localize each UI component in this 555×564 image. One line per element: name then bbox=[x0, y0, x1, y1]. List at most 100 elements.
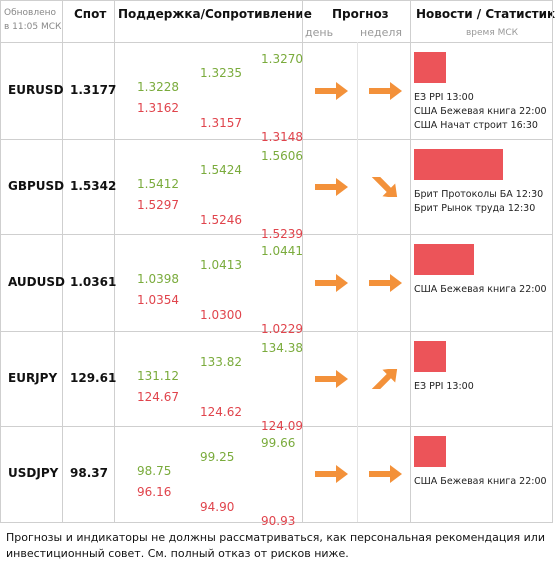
news-bar bbox=[414, 436, 446, 467]
support: 1.5246 bbox=[200, 213, 242, 227]
spot: 129.61 bbox=[70, 370, 117, 385]
support: 96.16 bbox=[137, 485, 172, 499]
news-header: Новости / Статистика bbox=[416, 7, 555, 21]
spot-header: Спот bbox=[74, 7, 107, 21]
resistance: 1.5606 bbox=[261, 149, 303, 163]
support: 90.93 bbox=[261, 514, 296, 528]
day-header: день bbox=[305, 26, 334, 39]
news-item: ЕЗ PPI 13:00 bbox=[414, 381, 474, 392]
h-line bbox=[0, 234, 553, 235]
arrow-shape bbox=[371, 367, 398, 393]
news-item: США Бежевая книга 22:00 bbox=[414, 106, 547, 117]
disclaimer: Прогнозы и индикаторы не должны рассматр… bbox=[6, 531, 545, 560]
arrow-icon bbox=[315, 177, 348, 196]
resistance: 1.3270 bbox=[261, 52, 303, 66]
forecast-arrow bbox=[368, 172, 404, 198]
resistance: 1.0441 bbox=[261, 244, 303, 258]
arrow-icon bbox=[369, 273, 402, 292]
week-header: неделя bbox=[360, 26, 402, 39]
v-line bbox=[0, 0, 1, 522]
arrow-icon bbox=[315, 465, 348, 483]
support: 1.3157 bbox=[200, 116, 242, 130]
arrow-shape bbox=[369, 273, 402, 292]
resistance: 98.75 bbox=[137, 464, 172, 478]
resistance: 133.82 bbox=[200, 355, 242, 369]
forecast-arrow bbox=[314, 177, 350, 197]
forecast-arrow bbox=[368, 367, 404, 393]
support: 1.0300 bbox=[200, 308, 242, 322]
spot: 1.0361 bbox=[70, 274, 117, 289]
support: 1.0354 bbox=[137, 293, 179, 307]
support: 1.3148 bbox=[261, 130, 303, 144]
news-bar bbox=[414, 52, 446, 83]
levels-header: Поддержка/Сопротивление bbox=[118, 7, 312, 21]
news-bar bbox=[414, 341, 446, 372]
h-line bbox=[0, 0, 553, 1]
arrow-icon bbox=[371, 367, 398, 393]
v-line bbox=[410, 0, 411, 522]
spot: 1.5342 bbox=[70, 178, 117, 193]
arrow-icon bbox=[315, 81, 348, 100]
arrow-icon bbox=[369, 81, 402, 100]
resistance: 1.5412 bbox=[137, 177, 179, 191]
arrow-shape bbox=[369, 465, 402, 483]
resistance: 99.25 bbox=[200, 450, 235, 464]
arrow-shape bbox=[315, 273, 348, 292]
updated: Обновлено в 11:05 МСК bbox=[4, 8, 62, 32]
v-line bbox=[357, 42, 358, 522]
resistance: 1.0398 bbox=[137, 272, 179, 286]
resistance: 1.3235 bbox=[200, 66, 242, 80]
pair: EURJPY bbox=[8, 370, 58, 385]
news-item: США Начат строит 16:30 bbox=[414, 120, 538, 131]
arrow-icon bbox=[315, 273, 348, 292]
h-line bbox=[0, 331, 553, 332]
arrow-shape bbox=[315, 177, 348, 196]
news-time-header: время МСК bbox=[466, 28, 519, 38]
support: 1.5239 bbox=[261, 227, 303, 241]
arrow-shape bbox=[315, 465, 348, 483]
news-item: Брит Протоколы БА 12:30 bbox=[414, 189, 544, 200]
news-item: ЕЗ PPI 13:00 bbox=[414, 92, 474, 103]
v-line bbox=[62, 0, 63, 522]
spot: 1.3177 bbox=[70, 82, 117, 97]
arrow-shape bbox=[369, 81, 402, 100]
resistance: 1.3228 bbox=[137, 80, 179, 94]
forecast-arrow bbox=[368, 273, 404, 293]
forecast-arrow bbox=[314, 273, 350, 293]
arrow-shape bbox=[315, 369, 348, 388]
resistance: 1.0413 bbox=[200, 258, 242, 272]
resistance: 131.12 bbox=[137, 369, 179, 383]
pair: EURUSD bbox=[8, 82, 64, 97]
support: 1.5297 bbox=[137, 198, 179, 212]
news-item: США Бежевая книга 22:00 bbox=[414, 476, 547, 487]
pair: GBPUSD bbox=[8, 178, 65, 193]
forecast-arrow bbox=[368, 464, 404, 484]
h-line bbox=[0, 426, 553, 427]
support: 124.67 bbox=[137, 390, 179, 404]
forecast-arrow bbox=[314, 369, 350, 389]
news-bar bbox=[414, 149, 503, 180]
forecast-arrow bbox=[314, 81, 350, 101]
news-item: США Бежевая книга 22:00 bbox=[414, 284, 547, 295]
h-line bbox=[0, 522, 553, 523]
arrow-shape bbox=[371, 172, 398, 198]
h-line bbox=[0, 42, 553, 43]
resistance: 134.38 bbox=[261, 341, 303, 355]
pair: USDJPY bbox=[8, 466, 59, 480]
forecast-header: Прогноз bbox=[332, 7, 389, 21]
arrow-icon bbox=[371, 172, 398, 198]
spot: 98.37 bbox=[70, 466, 108, 480]
news-item: Брит Рынок труда 12:30 bbox=[414, 203, 536, 214]
support: 124.09 bbox=[261, 419, 303, 433]
support: 1.0229 bbox=[261, 322, 303, 336]
forecast-arrow bbox=[368, 81, 404, 101]
arrow-shape bbox=[315, 81, 348, 100]
v-line bbox=[552, 0, 553, 522]
resistance: 99.66 bbox=[261, 436, 296, 450]
arrow-icon bbox=[369, 465, 402, 483]
support: 124.62 bbox=[200, 405, 242, 419]
support: 1.3162 bbox=[137, 101, 179, 115]
h-line bbox=[0, 139, 553, 140]
news-bar bbox=[414, 244, 474, 275]
